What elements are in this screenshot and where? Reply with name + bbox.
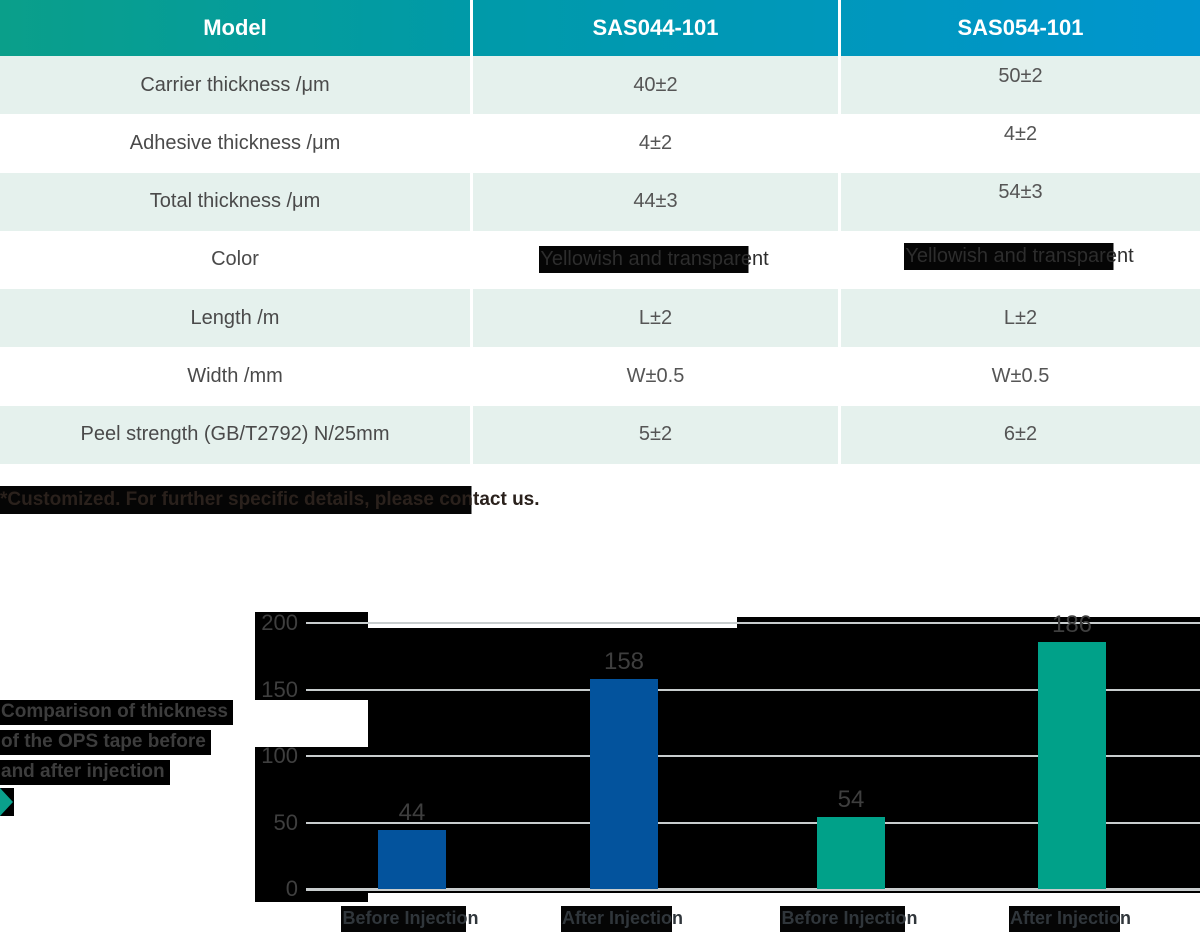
bar-value-label: 186 <box>1051 610 1093 638</box>
row-value-2: L±2 <box>838 289 1200 348</box>
x-label-after-injection: After Injection <box>514 906 734 932</box>
row-value-1: 44±3 <box>470 172 838 231</box>
value-text: L±2 <box>1003 306 1038 329</box>
chart-title: Comparison of thickness of the OPS tape … <box>0 700 233 790</box>
row-value-1: 40±2 <box>470 56 838 115</box>
gridline-150 <box>306 688 1200 691</box>
row-label: Carrier thickness /μm <box>140 73 330 96</box>
bar-value-label: 44 <box>398 799 426 827</box>
bar-sas044-before <box>378 830 446 889</box>
row-value-2: 50±2 <box>838 56 1200 115</box>
row-value-1: Yellowish and transparent <box>470 230 838 290</box>
table-row: Peel strength (GB/T2792) N/25mm 5±2 6±2 <box>0 405 1200 464</box>
value-text: 4±2 <box>638 131 673 154</box>
x-label-text: After Injection <box>1008 906 1135 932</box>
footnote-text: *Customized. For further specific detail… <box>0 486 542 514</box>
row-value-2: 6±2 <box>838 405 1200 464</box>
row-label: Adhesive thickness /μm <box>129 131 341 154</box>
table-row: Adhesive thickness /μm 4±2 4±2 <box>0 114 1200 173</box>
header-model: Model <box>203 15 267 40</box>
x-label-after-injection: After Injection <box>962 906 1182 932</box>
bar-sas054-after <box>1038 641 1106 889</box>
value-text: 4±2 <box>1003 122 1038 145</box>
value-text: L±2 <box>638 306 673 329</box>
table-row-color: Color Yellowish and transparent Yellowis… <box>0 230 1200 290</box>
value-text: 54±3 <box>998 181 1043 204</box>
x-label-text: Before Injection <box>780 906 922 932</box>
y-tick-50: 50 <box>273 809 298 835</box>
y-tick-150: 150 <box>261 676 298 702</box>
value-text: W±0.5 <box>991 365 1050 388</box>
value-text: W±0.5 <box>626 365 685 388</box>
bar-sas044-after <box>590 678 658 889</box>
value-text: 6±2 <box>1003 423 1038 446</box>
row-value-1: L±2 <box>470 289 838 348</box>
row-label: Peel strength (GB/T2792) N/25mm <box>80 423 390 446</box>
value-text: 44±3 <box>633 190 678 213</box>
row-value-1: 5±2 <box>470 405 838 464</box>
value-text: 5±2 <box>638 423 673 446</box>
bar-sas054-before <box>817 817 885 889</box>
gridline-100 <box>306 755 1200 757</box>
table-row: Length /m L±2 L±2 <box>0 289 1200 348</box>
header-sas044: SAS044-101 <box>470 0 838 56</box>
row-value-2: W±0.5 <box>838 347 1200 406</box>
row-value-2: 4±2 <box>838 114 1200 173</box>
bar-value-label: 54 <box>837 786 865 814</box>
highlighted-value-text: Yellowish and transparent <box>904 243 1137 271</box>
y-tick-100: 100 <box>261 743 298 768</box>
x-label-text: After Injection <box>560 906 687 932</box>
y-tick-0: 0 <box>285 876 298 901</box>
row-value-2: Yellowish and transparent <box>838 230 1200 290</box>
y-tick-200: 200 <box>261 610 298 635</box>
row-label: Width /mm <box>187 365 283 388</box>
header-sas054: SAS054-101 <box>838 0 1200 56</box>
row-label: Length /m <box>190 306 280 329</box>
thickness-comparison-chart: 0 50 100 150 200 44 158 54 186 Before In… <box>0 600 1200 949</box>
highlighted-value-text: Yellowish and transparent <box>539 246 772 274</box>
row-label: Color <box>211 248 259 271</box>
x-label-before-injection: Before Injection <box>302 906 522 932</box>
value-text: 50±2 <box>998 64 1043 87</box>
table-row: Width /mm W±0.5 W±0.5 <box>0 347 1200 406</box>
gridline-50 <box>306 821 1200 824</box>
table-header-row: Model SAS044-101 SAS054-101 <box>0 0 1200 56</box>
bar-value-label: 158 <box>603 647 645 675</box>
value-text: 40±2 <box>633 73 678 96</box>
play-triangle-icon <box>0 788 13 816</box>
row-value-1: W±0.5 <box>470 347 838 406</box>
row-value-2: 54±3 <box>838 172 1200 231</box>
chart-black-axis-column <box>255 612 368 902</box>
gridline-200 <box>306 622 1200 624</box>
chart-white-notch <box>255 700 368 747</box>
table-row: Total thickness /μm 44±3 54±3 <box>0 172 1200 231</box>
play-icon-box <box>0 788 14 816</box>
chart-title-line: and after injection <box>0 760 170 785</box>
spec-table: Model SAS044-101 SAS054-101 Carrier thic… <box>0 0 1200 464</box>
table-row: Carrier thickness /μm 40±2 50±2 <box>0 56 1200 115</box>
x-axis-line <box>306 888 1200 891</box>
x-label-before-injection: Before Injection <box>741 906 961 932</box>
row-label: Total thickness /μm <box>149 190 321 213</box>
x-label-text: Before Injection <box>341 906 483 932</box>
chart-title-line: of the OPS tape before <box>0 730 211 755</box>
row-value-1: 4±2 <box>470 114 838 173</box>
chart-title-line: Comparison of thickness <box>0 700 233 725</box>
customized-footnote: *Customized. For further specific detail… <box>0 486 542 514</box>
